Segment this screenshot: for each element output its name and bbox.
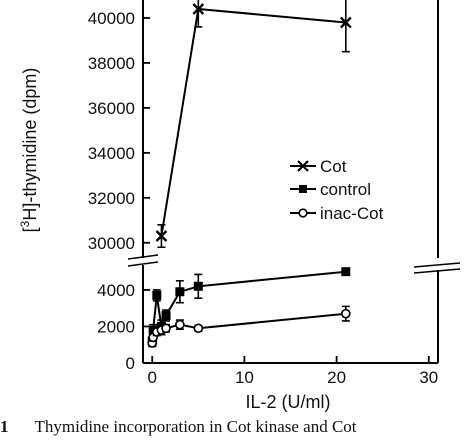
data-point-control: [175, 287, 185, 297]
data-point-inac-cot: [341, 308, 351, 319]
data-point-inac-cot: [175, 319, 185, 330]
series-inac-cot: [147, 305, 351, 348]
y-tick-label: 32000: [88, 189, 135, 208]
y-tick-label: 40000: [88, 9, 135, 28]
data-point-cot: [155, 230, 168, 242]
x-tick-label: 30: [419, 368, 438, 387]
series-layer: [147, 0, 352, 348]
y-tick-label: 36000: [88, 99, 135, 118]
y-tick-label: 2000: [97, 317, 135, 336]
data-point-inac-cot: [161, 323, 171, 334]
legend-label-inac-cot: inac-Cot: [320, 204, 384, 223]
x-tick-label: 10: [235, 368, 254, 387]
legend-label-cot: Cot: [320, 157, 347, 176]
data-point-control: [341, 267, 351, 277]
data-point-cot: [192, 3, 205, 15]
data-point-inac-cot: [193, 323, 204, 334]
legend-item-control: control: [290, 180, 371, 199]
caption-text: Thymidine incorporation in Cot kinase an…: [34, 417, 357, 436]
legend-marker-square: [299, 185, 307, 193]
x-tick-label: 20: [327, 368, 346, 387]
data-point-control: [161, 311, 171, 320]
data-point-cot: [339, 16, 352, 29]
axis-break-left: [127, 254, 159, 267]
data-point-control: [152, 290, 162, 300]
legend: Cot control inac-Cot: [290, 157, 384, 223]
legend-item-inac-cot: inac-Cot: [290, 204, 384, 223]
series-line-control: [151, 270, 346, 342]
series-line-cot: [160, 7, 346, 237]
y-tick-label: 0: [126, 354, 135, 373]
legend-marker-x: [297, 160, 309, 172]
legend-label-control: control: [320, 180, 371, 199]
y-axis-label-superscript: 3: [18, 220, 32, 227]
y-axis-ticks: 0 2000 4000 30000 32000 34000 36000 38000 40000: [88, 9, 150, 373]
data-point-control: [193, 281, 203, 291]
legend-marker-circle: [298, 208, 308, 218]
x-axis-label: IL-2 (U/ml): [246, 392, 331, 412]
series-control: [147, 267, 351, 346]
axis-break-right: [413, 262, 461, 274]
figure-caption: 1 Thymidine incorporation in Cot kinase a…: [0, 417, 470, 437]
figure-number: 1: [0, 417, 9, 436]
x-tick-label: 0: [147, 368, 156, 387]
y-axis-label: [3H]-thymidine (dpm): [18, 68, 40, 233]
y-tick-label: 38000: [88, 54, 135, 73]
series-cot: [155, 0, 352, 249]
y-tick-label: 34000: [88, 144, 135, 163]
legend-item-cot: Cot: [290, 157, 347, 176]
y-tick-label: 30000: [88, 234, 135, 253]
x-axis-ticks: 0 10 20 30: [147, 356, 438, 387]
y-tick-label: 4000: [97, 281, 135, 300]
